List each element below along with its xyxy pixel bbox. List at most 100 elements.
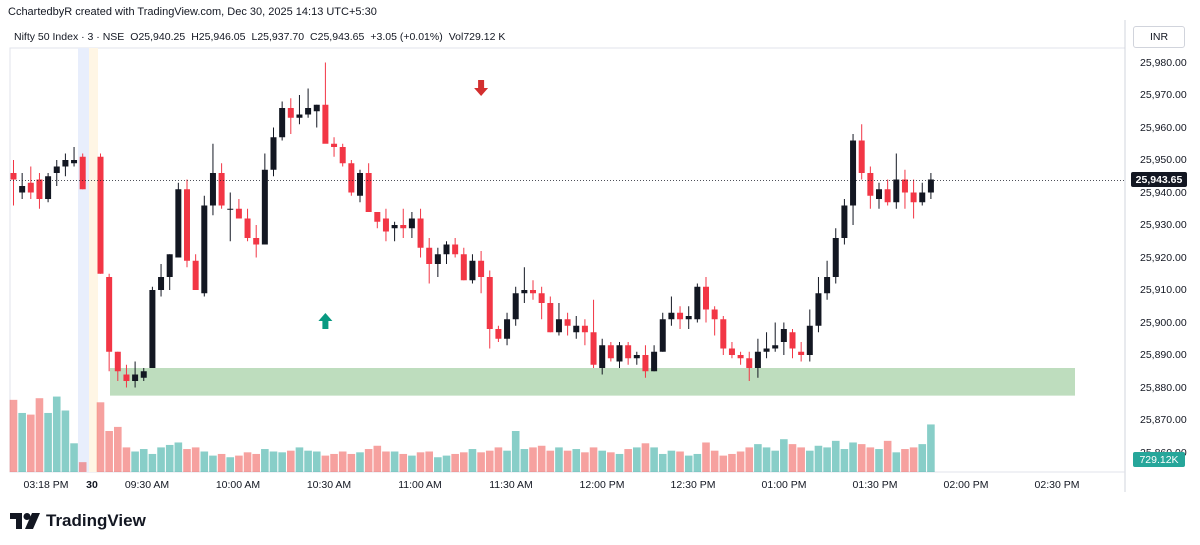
volume-bar <box>390 451 399 472</box>
candle-body <box>443 244 450 255</box>
candle-body <box>106 277 113 352</box>
volume-bar <box>191 447 200 472</box>
candle-body <box>287 108 294 118</box>
y-tick-label: 25,870.00 <box>1140 414 1187 426</box>
volume-bar <box>364 449 373 472</box>
candle-body <box>538 293 545 303</box>
candle-body <box>36 179 43 199</box>
volume-bar <box>321 455 330 472</box>
volume-bar <box>78 462 87 472</box>
volume-bar <box>710 450 719 472</box>
volume-bar <box>18 412 26 472</box>
volume-bar <box>139 449 148 472</box>
volume-bar <box>857 444 866 472</box>
x-tick-label: 02:00 PM <box>943 479 989 491</box>
candle-body <box>270 137 277 170</box>
volume-bar <box>399 453 408 472</box>
session-shade-blue <box>78 48 89 472</box>
y-tick-label: 25,910.00 <box>1140 284 1187 296</box>
y-tick-label: 25,950.00 <box>1140 154 1187 166</box>
volume-bar <box>702 442 710 472</box>
candle-body <box>27 182 34 193</box>
volume-bar <box>105 431 113 472</box>
x-tick-label: 12:00 PM <box>579 479 625 491</box>
y-tick-label: 25,880.00 <box>1140 381 1187 394</box>
candle-body <box>192 260 199 290</box>
volume-bar <box>235 455 243 472</box>
volume-bar <box>581 452 589 472</box>
candle-body <box>348 163 355 193</box>
candle-body <box>668 312 675 320</box>
candle-body <box>832 238 839 277</box>
candle-body <box>218 173 225 206</box>
candle-body <box>590 332 597 365</box>
candle-body <box>521 290 528 294</box>
volume-bar <box>814 445 823 472</box>
volume-bar <box>347 453 356 472</box>
candle-body <box>746 358 753 368</box>
candle-body <box>677 312 684 320</box>
tradingview-logo[interactable]: TradingView <box>10 511 146 531</box>
x-tick-label: 01:00 PM <box>761 479 807 491</box>
volume-bar <box>209 455 217 472</box>
candle-body <box>201 205 208 294</box>
volume-bar <box>537 445 546 472</box>
x-tick-label: 11:30 AM <box>489 479 533 491</box>
volume-bar <box>788 444 797 472</box>
candle-body <box>824 277 831 294</box>
x-tick-label: 01:30 PM <box>852 479 898 491</box>
volume-bar <box>840 449 849 472</box>
candle-body <box>132 374 139 381</box>
x-tick-label: 02:30 PM <box>1034 479 1080 491</box>
candle-body <box>754 351 761 368</box>
sell-arrow-icon <box>474 80 489 96</box>
volume-bar <box>287 450 295 472</box>
volume-bar <box>771 450 779 472</box>
volume-bar <box>27 414 35 472</box>
candle-body <box>417 218 424 248</box>
volume-bar <box>356 452 364 472</box>
candle-body <box>209 173 216 206</box>
x-tick-label: 10:00 AM <box>215 479 261 491</box>
candle-body <box>175 189 182 258</box>
volume-bar <box>823 447 831 472</box>
candle-body <box>374 212 381 222</box>
candle-body <box>798 351 805 355</box>
volume-bar <box>676 451 684 472</box>
volume-bar <box>278 452 286 472</box>
y-tick-label: 25,920.00 <box>1140 251 1187 264</box>
volume-bar <box>563 450 572 472</box>
candle-body <box>841 205 848 238</box>
volume-bar <box>918 444 927 472</box>
volume-bar <box>226 457 235 472</box>
candle-body <box>331 143 338 147</box>
candle-body <box>322 104 329 144</box>
candle-body <box>599 345 606 368</box>
candle-body <box>901 179 908 193</box>
candle-body <box>763 348 770 352</box>
volume-bar <box>892 452 901 472</box>
candle-body <box>495 329 502 339</box>
candle-body <box>339 147 346 164</box>
volume-bar <box>442 455 451 472</box>
volume-bar <box>520 449 529 472</box>
candle-body <box>728 348 735 355</box>
volume-bar <box>416 452 425 472</box>
currency-selector[interactable]: INR <box>1133 26 1185 48</box>
y-tick-label: 25,900.00 <box>1140 316 1187 329</box>
candle-body <box>244 218 251 238</box>
volume-bar <box>529 447 537 472</box>
volume-bar <box>9 399 18 472</box>
candle-body <box>919 192 926 203</box>
candle-body <box>365 173 372 212</box>
candle-body <box>391 225 398 229</box>
symbol-label[interactable]: Nifty 50 Index · 3 · NSE <box>14 31 125 43</box>
volume-bar <box>875 449 883 472</box>
volume-bar <box>157 447 165 472</box>
volume-bar <box>373 445 382 472</box>
volume-bar <box>261 449 269 472</box>
volume-bar <box>589 447 598 472</box>
candle-body <box>642 355 649 372</box>
candle-body <box>555 319 562 333</box>
